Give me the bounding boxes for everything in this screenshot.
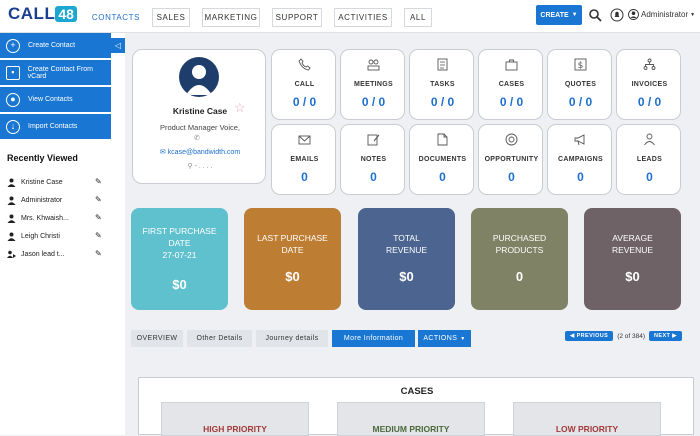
- create-button[interactable]: CREATE ▼: [536, 5, 582, 25]
- plus-circle-icon: +: [6, 38, 20, 53]
- search-icon[interactable]: [588, 8, 602, 22]
- user-avatar-icon: [628, 9, 639, 20]
- tab-journey-details[interactable]: Journey details: [256, 330, 328, 347]
- location-pin-icon: ⚲: [187, 163, 193, 170]
- download-icon: ↓: [6, 119, 20, 134]
- chevron-down-icon: ▼: [571, 12, 578, 18]
- cases-icon: [505, 59, 518, 71]
- contact-profile-card: ☆ Kristine Case Product Manager Voice, ✆…: [132, 49, 266, 184]
- kpi-last-purchase-date: LAST PURCHASE DATE $0: [244, 208, 341, 310]
- stat-card-documents[interactable]: DOCUMENTS 0: [409, 124, 474, 195]
- stat-card-meetings[interactable]: MEETINGS 0 / 0: [340, 49, 405, 120]
- envelope-icon: ✉: [159, 149, 166, 156]
- pencil-icon[interactable]: ✎: [95, 213, 102, 222]
- nav-tab-sales[interactable]: SALES: [152, 8, 190, 27]
- recent-item[interactable]: Administrator ✎: [7, 195, 107, 205]
- kpi-purchased-products: PURCHASED PRODUCTS 0: [471, 208, 568, 310]
- call48-logo[interactable]: CALL 48: [8, 4, 78, 30]
- nav-tab-activities[interactable]: ACTIVITIES: [334, 8, 392, 27]
- recent-item[interactable]: Jason lead t... ✎: [7, 249, 107, 259]
- nav-tab-marketing[interactable]: MARKETING: [202, 8, 260, 27]
- import-contacts-button[interactable]: ↓ Import Contacts: [0, 114, 111, 140]
- pencil-icon[interactable]: ✎: [95, 177, 102, 186]
- contact-job-title: Product Manager Voice,: [159, 123, 241, 132]
- stat-card-invoices[interactable]: INVOICES 0 / 0: [616, 49, 681, 120]
- high-priority-card[interactable]: HIGH PRIORITY: [161, 402, 309, 436]
- recent-item[interactable]: Leigh Christi ✎: [7, 231, 107, 241]
- pencil-icon[interactable]: ✎: [95, 249, 102, 258]
- stat-card-emails[interactable]: EMAILS 0: [271, 124, 336, 195]
- pencil-icon[interactable]: ✎: [95, 195, 102, 204]
- phone-icon[interactable]: ✆: [194, 135, 200, 142]
- opportunity-icon: [505, 133, 518, 146]
- vcard-icon: ▪: [6, 65, 20, 80]
- person-icon: [7, 214, 16, 223]
- record-count: (2 of 384): [617, 332, 646, 340]
- meetings-icon: [367, 59, 380, 71]
- contact-email[interactable]: ✉ kcase@bandwidth.com: [159, 149, 241, 156]
- campaigns-icon: [574, 134, 585, 146]
- contact-name: Kristine Case: [172, 106, 228, 116]
- user-menu[interactable]: Administrator ▼: [628, 9, 695, 20]
- favorite-star-icon[interactable]: ☆: [234, 100, 246, 115]
- sidebar-collapse-toggle[interactable]: ◁: [111, 38, 125, 53]
- avatar: [179, 57, 219, 97]
- top-navbar: CALL 48 CONTACTS SALES MARKETING SUPPORT …: [0, 0, 700, 33]
- chevron-left-icon: ◁: [114, 41, 122, 50]
- invoices-icon: [643, 58, 656, 70]
- person-icon: [7, 196, 16, 205]
- nav-tab-contacts[interactable]: CONTACTS: [92, 8, 140, 27]
- phone-icon: [298, 58, 311, 71]
- tab-overview[interactable]: OVERVIEW: [131, 330, 183, 347]
- kpi-first-purchase-date: FIRST PURCHASE DATE 27-07-21 $0: [131, 208, 228, 310]
- notification-bell-icon[interactable]: [610, 8, 624, 22]
- stat-card-quotes[interactable]: $ QUOTES 0 / 0: [547, 49, 612, 120]
- eye-icon: ●: [6, 92, 20, 107]
- stat-card-tasks[interactable]: TASKS 0 / 0: [409, 49, 474, 120]
- kpi-average-revenue: AVERAGE REVENUE $0: [584, 208, 681, 310]
- low-priority-card[interactable]: LOW PRIORITY: [513, 402, 661, 436]
- medium-priority-card[interactable]: MEDIUM PRIORITY: [337, 402, 485, 436]
- stat-card-leads[interactable]: LEADS 0: [616, 124, 681, 195]
- pencil-icon[interactable]: ✎: [95, 231, 102, 240]
- nav-tab-all[interactable]: ALL: [404, 8, 432, 27]
- chevron-down-icon: ▼: [690, 11, 696, 18]
- contact-location: ⚲ - . . . .: [187, 163, 213, 170]
- documents-icon: [437, 133, 448, 146]
- nav-tab-support[interactable]: SUPPORT: [272, 8, 322, 27]
- notes-icon: [367, 134, 380, 146]
- svg-text:$: $: [578, 61, 584, 71]
- tab-more-information[interactable]: More Information: [332, 330, 415, 347]
- person-silhouette-icon: [186, 65, 212, 95]
- create-contact-button[interactable]: + Create Contact: [0, 33, 111, 59]
- person-icon: [7, 232, 16, 241]
- stat-card-notes[interactable]: NOTES 0: [340, 124, 405, 195]
- stat-card-call[interactable]: CALL 0 / 0: [271, 49, 336, 120]
- actions-dropdown[interactable]: ACTIONS ▼: [418, 330, 471, 347]
- cases-panel: CASES HIGH PRIORITY MEDIUM PRIORITY LOW …: [138, 377, 694, 436]
- leads-icon: [644, 133, 655, 146]
- cases-title: CASES: [400, 386, 434, 397]
- create-contact-vcard-button[interactable]: ▪ Create Contact From vCard: [0, 60, 111, 86]
- tasks-icon: [437, 58, 448, 71]
- pagination: ◀ PREVIOUS (2 of 384) NEXT ▶: [565, 331, 682, 341]
- quotes-icon: $: [574, 58, 587, 71]
- previous-button[interactable]: ◀ PREVIOUS: [565, 331, 614, 341]
- stat-card-cases[interactable]: CASES 0 / 0: [478, 49, 543, 120]
- next-button[interactable]: NEXT ▶: [649, 331, 682, 341]
- person-icon: [7, 178, 16, 187]
- tab-other-details[interactable]: Other Details: [187, 330, 252, 347]
- email-icon: [298, 135, 311, 145]
- stat-card-opportunity[interactable]: OPPORTUNITY 0: [478, 124, 543, 195]
- view-contacts-button[interactable]: ● View Contacts: [0, 87, 111, 113]
- kpi-total-revenue: TOTAL REVENUE $0: [358, 208, 455, 310]
- stat-card-campaigns[interactable]: CAMPAIGNS 0: [547, 124, 612, 195]
- sidebar: + Create Contact ▪ Create Contact From v…: [0, 33, 125, 435]
- recent-item[interactable]: Kristine Case ✎: [7, 177, 107, 187]
- chevron-down-icon: ▼: [460, 335, 466, 342]
- recent-item[interactable]: Mrs. Khwaish... ✎: [7, 213, 107, 223]
- recently-viewed-heading: Recently Viewed: [7, 153, 78, 163]
- lead-icon: [7, 250, 16, 258]
